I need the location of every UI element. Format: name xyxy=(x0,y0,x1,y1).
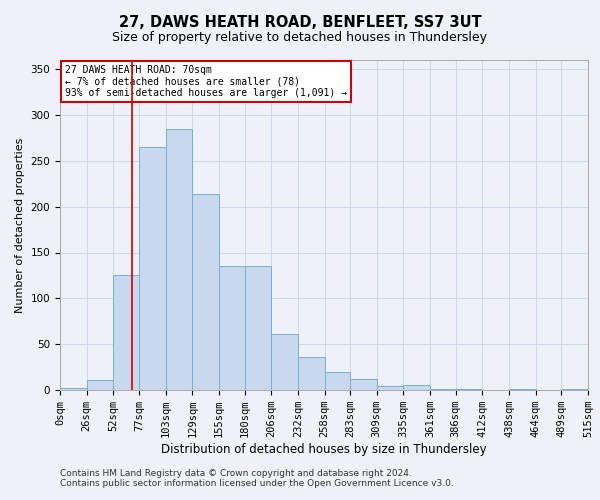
Bar xyxy=(456,389,482,390)
Bar xyxy=(350,379,377,390)
Bar xyxy=(430,389,456,390)
Y-axis label: Number of detached properties: Number of detached properties xyxy=(15,138,25,312)
Bar xyxy=(113,276,139,390)
Bar xyxy=(562,389,588,390)
Bar xyxy=(219,266,245,390)
Bar xyxy=(325,372,350,390)
Bar xyxy=(139,147,166,390)
Text: 27 DAWS HEATH ROAD: 70sqm
← 7% of detached houses are smaller (78)
93% of semi-d: 27 DAWS HEATH ROAD: 70sqm ← 7% of detach… xyxy=(65,65,347,98)
Bar xyxy=(86,380,113,390)
Bar xyxy=(403,386,430,390)
Text: Size of property relative to detached houses in Thundersley: Size of property relative to detached ho… xyxy=(113,31,487,44)
Bar xyxy=(192,194,219,390)
Bar xyxy=(166,128,192,390)
Text: Contains HM Land Registry data © Crown copyright and database right 2024.: Contains HM Land Registry data © Crown c… xyxy=(60,469,412,478)
X-axis label: Distribution of detached houses by size in Thundersley: Distribution of detached houses by size … xyxy=(161,443,487,456)
Bar xyxy=(245,266,271,390)
Bar xyxy=(298,357,325,390)
Bar xyxy=(509,389,536,390)
Bar xyxy=(60,388,86,390)
Bar xyxy=(377,386,403,390)
Text: 27, DAWS HEATH ROAD, BENFLEET, SS7 3UT: 27, DAWS HEATH ROAD, BENFLEET, SS7 3UT xyxy=(119,15,481,30)
Text: Contains public sector information licensed under the Open Government Licence v3: Contains public sector information licen… xyxy=(60,479,454,488)
Bar xyxy=(271,334,298,390)
